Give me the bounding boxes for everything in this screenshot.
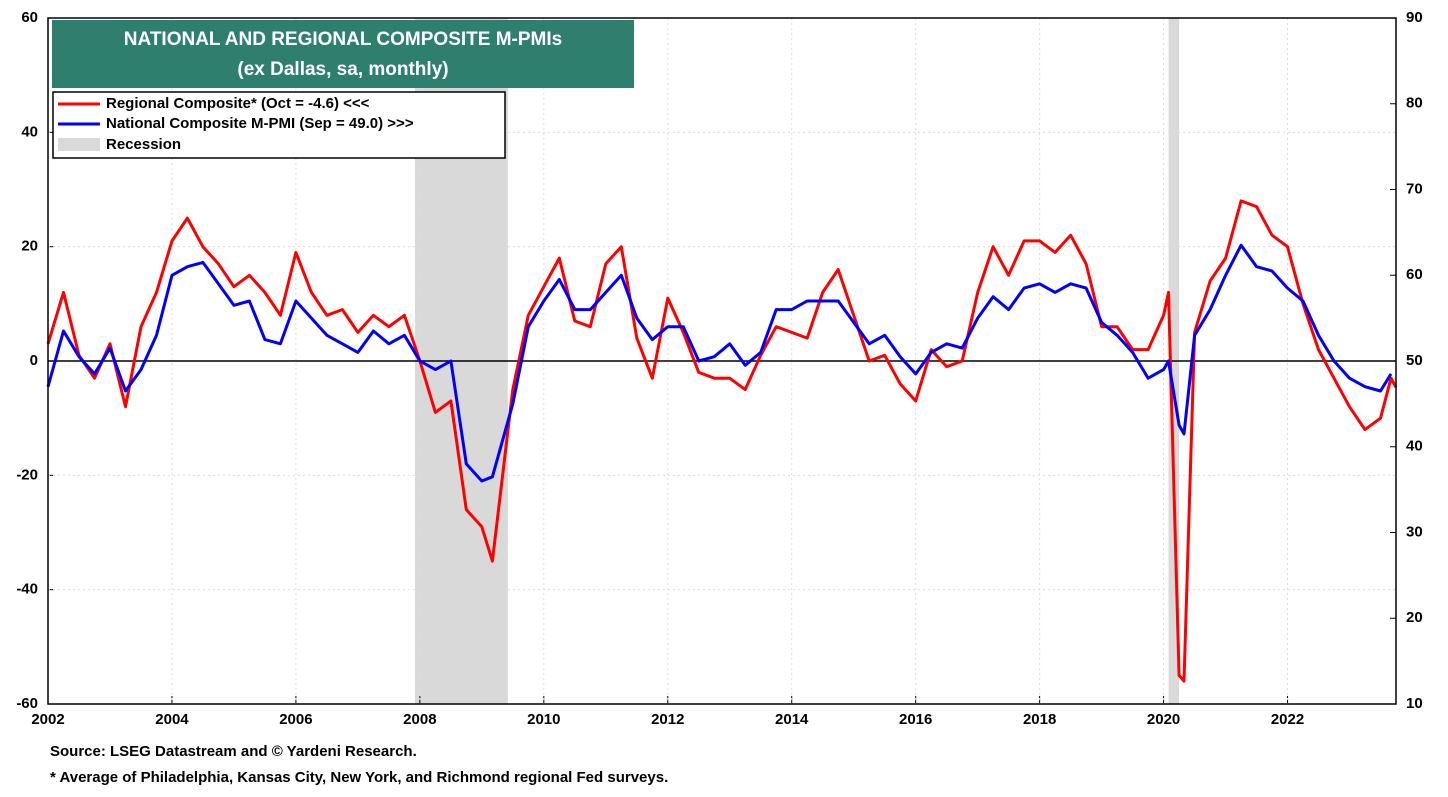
y-tick-label: 20: [21, 238, 38, 255]
x-tick-label: 2016: [899, 711, 932, 728]
y2-tick-label: 50: [1406, 352, 1423, 369]
y-tick-label: -60: [16, 695, 38, 712]
y-tick-label: 40: [21, 123, 38, 140]
y2-tick-label: 10: [1406, 695, 1423, 712]
series-line: [46, 243, 1393, 483]
legend-swatch: [58, 138, 100, 151]
y2-tick-label: 30: [1406, 523, 1423, 540]
y-tick-label: 0: [30, 352, 38, 369]
x-tick-label: 2004: [155, 711, 189, 728]
x-tick-label: 2006: [279, 711, 312, 728]
y-tick-label: 60: [21, 9, 38, 26]
legend-label: Recession: [106, 136, 181, 153]
x-tick-label: 2020: [1147, 711, 1180, 728]
x-tick-label: 2012: [651, 711, 684, 728]
chart-subtitle: (ex Dallas, sa, monthly): [237, 59, 448, 80]
y-tick-label: -20: [16, 466, 38, 483]
title-box: [52, 20, 634, 88]
y2-tick-label: 70: [1406, 180, 1423, 197]
x-tick-label: 2018: [1023, 711, 1056, 728]
series-line: [46, 199, 1398, 683]
y2-tick-label: 80: [1406, 95, 1423, 112]
x-tick-label: 2010: [527, 711, 560, 728]
x-tick-label: 2022: [1271, 711, 1304, 728]
plot-frame: [47, 17, 1397, 705]
y2-tick-label: 60: [1406, 266, 1423, 283]
footnote: * Average of Philadelphia, Kansas City, …: [50, 769, 668, 786]
footnote: Source: LSEG Datastream and © Yardeni Re…: [50, 743, 417, 760]
x-tick-label: 2002: [31, 711, 64, 728]
legend-label: National Composite M-PMI (Sep = 49.0) >>…: [106, 115, 414, 132]
y2-tick-label: 20: [1406, 609, 1423, 626]
legend: [52, 91, 506, 159]
x-tick-label: 2008: [403, 711, 436, 728]
y-tick-label: -40: [16, 581, 38, 598]
y2-tick-label: 40: [1406, 438, 1423, 455]
x-tick-label: 2014: [775, 711, 809, 728]
chart-title: NATIONAL AND REGIONAL COMPOSITE M-PMIs: [124, 29, 562, 50]
y2-tick-label: 90: [1406, 9, 1423, 26]
legend-label: Regional Composite* (Oct = -4.6) <<<: [106, 95, 370, 112]
